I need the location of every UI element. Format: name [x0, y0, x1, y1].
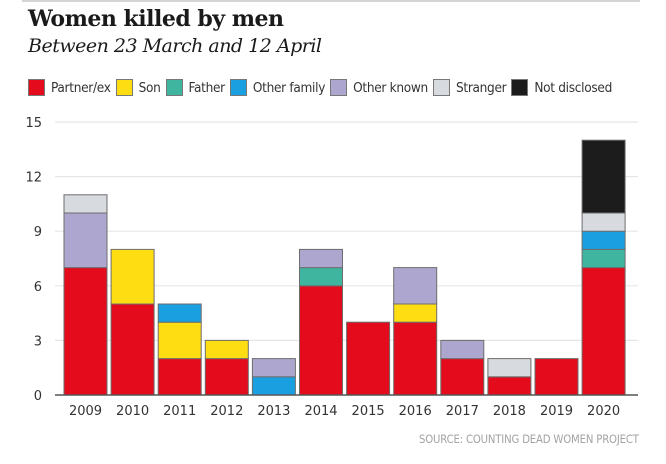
y-tick-label: 0: [34, 389, 42, 404]
legend-label: Other family: [252, 79, 326, 96]
bar-segment-2015-partner-ex: [346, 321, 391, 396]
bar-segment-2020-not-disclosed: [581, 139, 626, 214]
legend-swatch: [115, 79, 133, 96]
y-tick-label: 6: [34, 280, 42, 295]
legend-label: Other known: [353, 79, 428, 96]
legend-label: Partner/ex: [51, 79, 111, 96]
x-tick-label: 2020: [587, 404, 620, 419]
legend-item-father: Father: [165, 79, 226, 96]
chart-title: Women killed by men: [28, 6, 284, 32]
bar-segment-2011-partner-ex: [157, 358, 202, 396]
bar-segment-2018-partner-ex: [487, 376, 532, 396]
legend-item-not-disclosed: Not disclosed: [511, 79, 612, 96]
y-tick-label: 15: [25, 116, 42, 131]
legend-label: Not disclosed: [534, 79, 612, 96]
x-tick-label: 2009: [69, 404, 102, 419]
legend-swatch: [165, 79, 183, 96]
legend: Partner/ex Son Father Other family Other…: [28, 79, 617, 96]
legend-label: Stranger: [455, 79, 507, 96]
legend-swatch: [330, 79, 348, 96]
bar-segment-2019-partner-ex: [534, 358, 579, 396]
bar-segment-2010-son: [110, 248, 155, 305]
legend-swatch: [511, 79, 529, 96]
x-tick-label: 2010: [116, 404, 149, 419]
x-tick-label: 2016: [399, 404, 432, 419]
legend-item-other-known: Other known: [330, 79, 428, 96]
bar-segment-2020-other-family: [581, 230, 626, 250]
bar-segment-2012-partner-ex: [204, 358, 249, 396]
bar-segment-2020-stranger: [581, 212, 626, 232]
bar-segment-2014-partner-ex: [299, 285, 343, 396]
legend-item-partner: Partner/ex: [28, 79, 111, 96]
bar-segment-2009-stranger: [63, 194, 108, 214]
bar-segment-2014-other-known: [299, 248, 343, 269]
y-tick-label: 12: [25, 171, 42, 186]
bar-segment-2013-other-known: [251, 358, 296, 378]
legend-item-stranger: Stranger: [432, 79, 507, 96]
x-tick-label: 2015: [352, 404, 385, 419]
bar-segment-2020-father: [581, 248, 626, 269]
bar-segment-2011-son: [157, 321, 202, 360]
bar-segment-2009-partner-ex: [63, 267, 108, 396]
legend-label: Son: [138, 79, 161, 96]
legend-item-son: Son: [115, 79, 161, 96]
legend-label: Father: [188, 79, 226, 96]
bar-segment-2017-partner-ex: [440, 358, 485, 396]
x-tick-label: 2011: [163, 404, 196, 419]
x-tick-labels: 2009 2010 2011 2012 2013 2014 2015 2016 2017 2018…: [69, 404, 620, 419]
x-tick-label: 2013: [257, 404, 290, 419]
bar-segment-2018-stranger: [487, 358, 532, 378]
bar-segment-2014-father: [299, 267, 343, 287]
bars: [63, 139, 626, 396]
x-tick-label: 2019: [540, 404, 573, 419]
x-tick-label: 2014: [304, 404, 337, 419]
source-note: SOURCE: COUNTING DEAD WOMEN PROJECT: [419, 432, 639, 446]
legend-swatch: [432, 79, 450, 96]
bar-segment-2020-partner-ex: [581, 267, 626, 396]
bar-segment-2010-partner-ex: [110, 303, 155, 396]
bar-segment-2016-other-known: [393, 267, 438, 305]
bar-segment-2011-other-family: [157, 303, 202, 323]
bar-segment-2009-other-known: [63, 212, 108, 269]
bar-segment-2012-son: [204, 339, 249, 360]
bar-segment-2013-other-family: [251, 376, 296, 396]
legend-swatch: [28, 79, 45, 96]
top-rule: [22, 0, 640, 2]
bar-segment-2016-son: [393, 303, 438, 323]
x-tick-label: 2017: [446, 404, 479, 419]
x-tick-label: 2018: [493, 404, 526, 419]
y-tick-labels: 0 3 6 9 12 15: [25, 116, 42, 404]
chart-subtitle: Between 23 March and 12 April: [28, 35, 322, 57]
bar-segment-2017-other-known: [440, 339, 485, 360]
bar-segment-2016-partner-ex: [393, 321, 438, 396]
legend-swatch: [229, 79, 247, 96]
legend-item-other-family: Other family: [229, 79, 326, 96]
y-tick-label: 9: [34, 225, 42, 240]
x-tick-label: 2012: [210, 404, 243, 419]
y-tick-label: 3: [34, 334, 42, 349]
